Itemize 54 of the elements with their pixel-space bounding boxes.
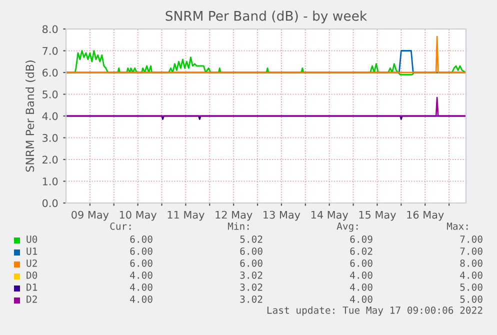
text: 4.00 [130, 271, 152, 279]
x-tick-label: 12 May [216, 210, 252, 221]
y-tick-label: 0.0 [42, 199, 58, 208]
text: 6.00 [240, 259, 262, 267]
text: Min: [228, 222, 249, 230]
legend-label: U2 [26, 259, 37, 267]
y-tick-label: 7.0 [42, 46, 58, 55]
text: 5.02 [240, 235, 262, 243]
text: 4.00 [130, 283, 152, 291]
text: 3.02 [240, 283, 262, 291]
text: 6.09 [350, 235, 372, 243]
text: 6.00 [350, 259, 372, 267]
legend-label: D2 [26, 295, 37, 303]
y-tick-label: 2.0 [42, 156, 58, 164]
text: 4.00 [350, 295, 372, 303]
text: 7.00 [460, 235, 482, 243]
text: 6.00 [240, 247, 262, 255]
chart-title: SNRM Per Band (dB) - by week [166, 10, 368, 24]
text: Cur: [110, 222, 131, 230]
text: 6.00 [130, 235, 152, 243]
text: Max: [446, 222, 468, 230]
text: 7.00 [460, 247, 482, 255]
legend-label: D0 [26, 271, 38, 279]
x-tick-label: 09 May [72, 210, 109, 221]
x-tick-label: 10 May [120, 210, 157, 221]
text: 6.00 [130, 247, 152, 255]
text: 4.00 [350, 283, 372, 291]
y-tick-label: 8.0 [42, 25, 58, 34]
text: 6.02 [350, 247, 372, 255]
text: 6.00 [130, 259, 152, 267]
legend-label: U1 [26, 248, 38, 255]
legend-label: U0 [26, 235, 38, 243]
x-tick-label: 13 May [264, 210, 300, 221]
legend-label: D1 [26, 284, 38, 291]
text: 4.00 [130, 295, 152, 303]
text: Last update: Tue May 17 09:00:06 2022 [267, 306, 482, 316]
x-tick-label: 16 May [407, 210, 444, 221]
text: 5.00 [460, 283, 482, 291]
y-axis-title: SNRM Per Band (dB) [25, 60, 36, 172]
text: Avg: [336, 222, 358, 232]
text: 8.00 [460, 259, 482, 267]
y-tick-label: 5.0 [42, 90, 58, 98]
text: 4.00 [350, 271, 372, 279]
y-tick-label: 3.0 [42, 134, 58, 142]
y-tick-label: 4.0 [42, 112, 58, 120]
text: 4.00 [460, 271, 482, 279]
y-tick-label: 6.0 [42, 68, 58, 77]
x-tick-label: 11 May [168, 210, 204, 221]
y-tick-label: 1.0 [42, 177, 58, 186]
text: 5.00 [460, 295, 482, 303]
x-tick-label: 15 May [359, 210, 396, 221]
text: 3.02 [240, 295, 262, 303]
x-tick-label: 14 May [311, 210, 348, 221]
text: 3.02 [240, 271, 262, 279]
